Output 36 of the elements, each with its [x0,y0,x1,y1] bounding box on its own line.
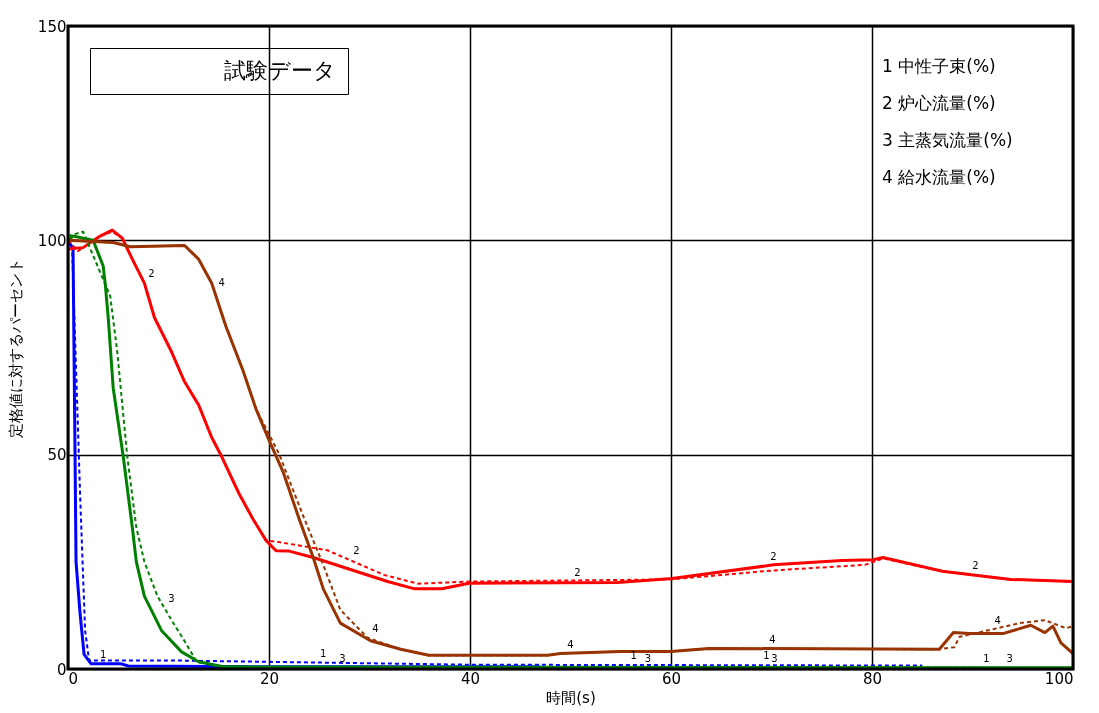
annotation: 2 炉心流量(%) [882,93,996,113]
annotation: 2 [770,550,777,562]
annotation: 2 [972,559,979,571]
y-tick-label: 50 [47,446,67,465]
annotation: 2 [574,567,581,579]
annotation: 3 [644,652,652,664]
annotation: 1 [983,652,990,664]
annotation: 4 [769,633,776,645]
y-tick-label: 100 [37,231,67,250]
x-axis-title: 時間(s) [546,688,596,707]
x-tick-label: 100 [1044,669,1074,688]
annotation: 4 給水流量(%) [882,167,996,187]
annotation: 2 [148,268,155,280]
x-tick-label: 0 [68,669,79,688]
y-tick-label: 150 [37,17,67,36]
annotation: 3 [771,652,778,664]
x-tick-label: 40 [460,669,481,688]
annotation: 3 [168,593,175,605]
annotation: 1 [630,650,637,662]
annotation: 1 [99,648,107,660]
annotation: 1 [763,650,770,662]
annotation: 3 主蒸気流量(%) [882,130,1013,150]
annotation: 3 [1006,652,1013,664]
annotation: 4 [372,623,379,635]
y-axis-title: 定格値に対するパーセント [6,258,25,438]
annotation: 3 [339,652,346,664]
x-tick-label: 60 [661,669,682,688]
annotation: 4 [567,638,574,650]
x-tick-label: 20 [259,669,280,688]
annotation: 2 [353,544,360,556]
annotation: 1 [320,647,327,659]
annotation: 4 [218,277,225,289]
x-tick-label: 80 [862,669,883,688]
annotation: 1 中性子束(%) [882,56,996,76]
annotation: 試験データ [224,58,336,83]
annotation: 4 [994,614,1001,626]
